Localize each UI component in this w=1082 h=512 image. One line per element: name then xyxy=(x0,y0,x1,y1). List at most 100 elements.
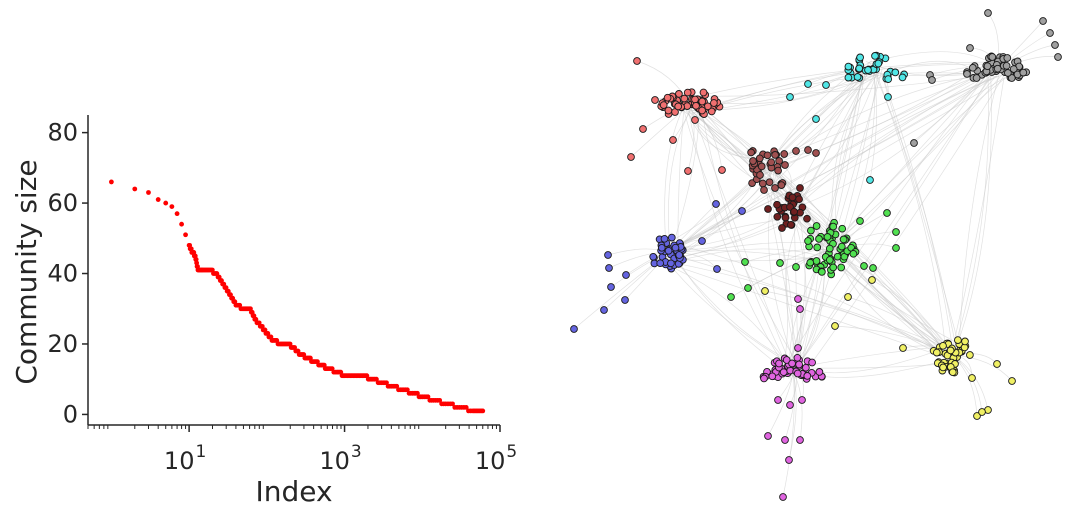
network-node xyxy=(844,62,853,71)
network-node xyxy=(793,369,802,378)
network-edge xyxy=(675,242,833,259)
network-edge xyxy=(773,166,948,359)
network-node xyxy=(796,436,804,444)
network-edge xyxy=(782,371,795,498)
community-cluster xyxy=(759,295,826,501)
network-node xyxy=(774,166,782,175)
network-node xyxy=(849,249,858,258)
network-node xyxy=(984,9,992,17)
network-node xyxy=(988,53,997,61)
network-edge xyxy=(958,63,1003,356)
network-node xyxy=(785,456,793,464)
community-cluster xyxy=(570,200,746,333)
network-node xyxy=(691,116,699,124)
network-node xyxy=(627,153,635,161)
network-node xyxy=(780,150,789,158)
network-node xyxy=(781,213,790,222)
network-edge xyxy=(670,248,828,264)
network-node xyxy=(788,193,797,202)
network-edge xyxy=(868,61,959,360)
network-edge xyxy=(659,260,953,361)
data-point xyxy=(132,186,138,192)
network-node xyxy=(831,322,839,330)
network-node xyxy=(1003,54,1012,62)
network-edge xyxy=(764,290,953,356)
network-node xyxy=(825,244,834,253)
data-point xyxy=(174,211,180,217)
network-node xyxy=(755,154,764,163)
network-node xyxy=(692,101,700,110)
network-edge xyxy=(783,65,865,380)
x-tick-base: 10 xyxy=(319,447,350,475)
network-node xyxy=(683,88,692,97)
community-cluster xyxy=(627,57,726,175)
network-node xyxy=(713,265,721,273)
network-edge xyxy=(833,253,943,351)
network-node xyxy=(973,412,981,420)
network-edge xyxy=(799,70,996,363)
network-node xyxy=(803,214,811,223)
network-node xyxy=(829,263,838,272)
network-node xyxy=(796,184,804,192)
network-node xyxy=(657,243,666,252)
network-node xyxy=(891,68,900,77)
network-node xyxy=(570,325,578,333)
network-node xyxy=(710,99,718,107)
network-node xyxy=(838,224,847,233)
network-node xyxy=(605,264,613,272)
network-edge xyxy=(833,77,1006,247)
community-cluster xyxy=(764,184,811,232)
network-node xyxy=(1009,65,1018,73)
network-node xyxy=(812,149,820,157)
network-edge xyxy=(787,66,879,205)
network-node xyxy=(749,157,757,165)
network-node xyxy=(792,263,800,271)
network-node xyxy=(771,151,779,159)
network-node xyxy=(812,222,821,230)
community-cluster xyxy=(910,9,1062,147)
network-edge xyxy=(687,104,695,172)
network-node xyxy=(781,436,789,444)
network-node xyxy=(764,205,772,213)
data-point xyxy=(463,404,469,410)
network-node xyxy=(815,235,823,243)
community-cluster xyxy=(761,276,1016,420)
network-node xyxy=(993,64,1002,73)
network-node xyxy=(1019,68,1028,77)
network-node xyxy=(853,73,862,81)
network-node xyxy=(948,368,957,377)
network-node xyxy=(815,368,824,376)
network-node xyxy=(787,220,795,229)
network-node xyxy=(883,209,891,217)
network-node xyxy=(691,95,699,104)
network-node xyxy=(763,151,772,160)
network-node xyxy=(773,200,781,209)
x-axis-title: Index xyxy=(255,475,332,508)
x-tick-base: 10 xyxy=(475,447,506,475)
network-node xyxy=(775,359,783,368)
network-node xyxy=(664,106,673,115)
y-ticks: 0 20 40 60 80 xyxy=(47,119,88,428)
network-edge xyxy=(699,98,793,376)
network-node xyxy=(804,237,812,245)
network-node xyxy=(978,408,986,416)
network-node xyxy=(779,493,787,501)
data-point xyxy=(109,179,114,185)
network-node xyxy=(874,59,883,68)
x-tick-label: 101 xyxy=(164,442,206,475)
network-node xyxy=(718,166,726,174)
network-node xyxy=(781,161,789,169)
network-node xyxy=(1039,17,1047,25)
network-node xyxy=(946,346,955,355)
network-edge xyxy=(952,72,992,357)
x-tick-base: 10 xyxy=(164,447,195,475)
network-node xyxy=(756,171,764,179)
network-node xyxy=(607,283,615,291)
network-edge xyxy=(797,212,952,360)
y-tick-label: 20 xyxy=(47,330,78,358)
network-node xyxy=(764,432,772,440)
network-edge xyxy=(798,240,822,372)
network-edge xyxy=(665,260,949,349)
network-node xyxy=(660,234,669,243)
